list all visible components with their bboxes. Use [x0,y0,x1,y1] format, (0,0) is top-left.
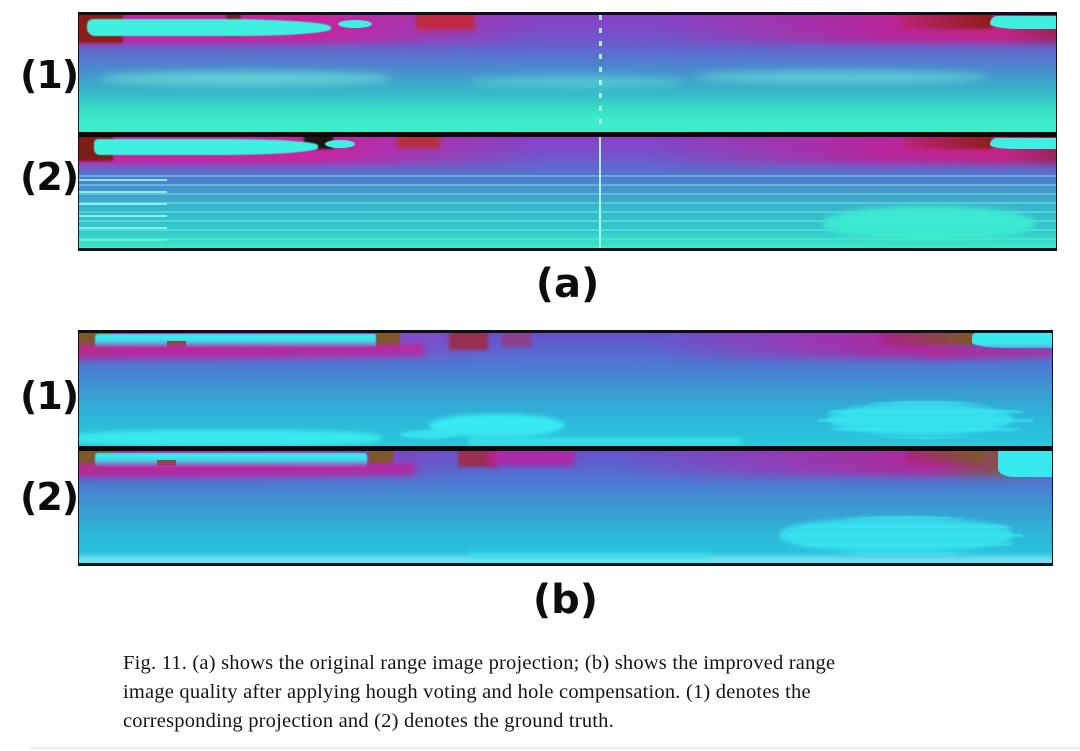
image-texture-patch [79,451,1052,476]
image-texture-patch [79,344,425,356]
image-texture-patch [598,15,602,132]
panel-a-row2-ground-truth [79,137,1056,248]
image-texture-patch [821,205,1037,242]
image-texture-patch [156,459,177,466]
caption-line-2: image quality after applying hough votin… [123,681,811,703]
image-texture-patch [779,518,1014,552]
image-texture-patch [458,451,498,467]
panel-label-b: (b) [532,577,599,623]
image-texture-patch [94,453,367,467]
image-texture-patch [375,333,401,347]
panel-a-row-divider [79,132,1056,137]
row-label-a1: (1) [20,53,79,97]
image-texture-patch [789,515,1023,557]
image-texture-patch [694,69,988,85]
panel-a-row1-projection [79,15,1056,132]
image-texture-patch [400,430,459,440]
image-texture-patch [79,137,114,162]
image-texture-patch [166,340,187,347]
image-texture-patch [468,436,741,446]
image-texture-patch [337,19,373,28]
image-texture-patch [998,451,1052,477]
image-texture-patch [86,18,332,37]
panel-label-a: (a) [535,261,600,307]
caption-line-1: Fig. 11. (a) shows the original range im… [123,652,836,674]
image-texture-patch [904,137,993,150]
row-label-b2: (2) [20,475,79,519]
image-texture-patch [598,137,601,248]
image-texture-patch [79,333,114,355]
image-texture-patch [79,463,415,475]
image-texture-patch [79,451,114,473]
panel-b-row-divider [79,446,1052,451]
image-texture-patch [79,228,1056,248]
image-texture-patch [468,551,712,561]
panel-b-row1-projection [79,333,1052,446]
row-label-a2: (2) [20,155,79,199]
image-texture-patch [416,15,475,31]
image-texture-patch [98,71,392,87]
panel-b-row2-ground-truth [79,451,1052,563]
image-texture-patch [325,140,355,149]
row-label-b1: (1) [20,374,79,418]
range-image-panel-b [78,330,1053,566]
image-texture-patch [79,333,1052,358]
image-texture-patch [989,138,1056,150]
image-texture-patch [469,75,685,88]
image-texture-patch [79,96,1056,132]
image-texture-patch [429,414,566,437]
figure-caption: Fig. 11. (a) shows the original range im… [123,649,973,736]
image-texture-patch [79,551,1052,563]
image-texture-patch [899,15,993,30]
image-texture-patch [448,333,488,350]
bottom-divider-rule [30,747,1080,749]
image-texture-patch [881,333,975,346]
image-texture-patch [79,15,123,44]
image-texture-patch [79,15,1056,44]
image-texture-patch [79,430,381,446]
image-texture-patch [79,174,1056,248]
image-texture-patch [225,15,242,37]
image-texture-patch [818,400,1033,440]
image-texture-patch [487,451,576,466]
image-texture-patch [79,179,167,248]
caption-line-3: corresponding projection and (2) denotes… [123,710,614,732]
image-texture-patch [93,139,319,155]
image-texture-patch [925,347,1052,358]
image-texture-patch [79,137,1056,164]
image-texture-patch [502,333,532,347]
range-image-panel-a [78,12,1057,251]
image-texture-patch [906,451,984,463]
image-texture-patch [303,137,333,150]
image-texture-patch [972,333,1052,348]
image-texture-patch [396,137,441,149]
image-texture-patch [368,451,394,465]
image-texture-patch [989,16,1056,30]
image-texture-patch [94,334,377,347]
image-texture-patch [828,403,1014,435]
